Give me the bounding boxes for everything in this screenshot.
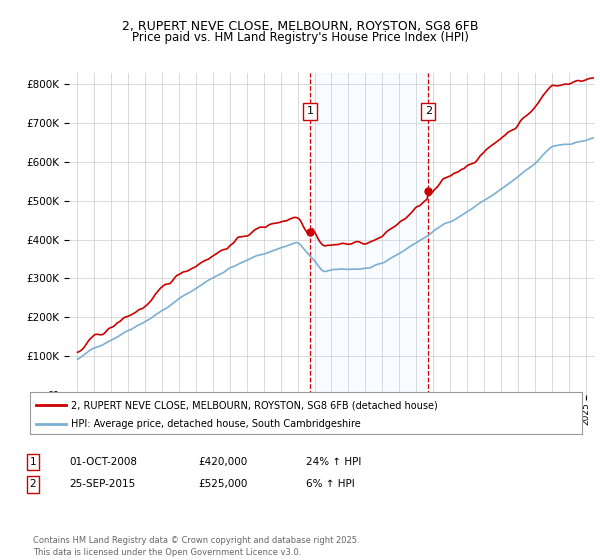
Text: 01-OCT-2008: 01-OCT-2008 (69, 457, 137, 467)
Text: HPI: Average price, detached house, South Cambridgeshire: HPI: Average price, detached house, Sout… (71, 419, 361, 430)
Text: 2, RUPERT NEVE CLOSE, MELBOURN, ROYSTON, SG8 6FB (detached house): 2, RUPERT NEVE CLOSE, MELBOURN, ROYSTON,… (71, 400, 438, 410)
Text: 2, RUPERT NEVE CLOSE, MELBOURN, ROYSTON, SG8 6FB: 2, RUPERT NEVE CLOSE, MELBOURN, ROYSTON,… (122, 20, 478, 32)
Text: £420,000: £420,000 (198, 457, 247, 467)
Text: £525,000: £525,000 (198, 479, 247, 489)
Text: 25-SEP-2015: 25-SEP-2015 (69, 479, 135, 489)
Text: 1: 1 (307, 106, 314, 116)
Text: Price paid vs. HM Land Registry's House Price Index (HPI): Price paid vs. HM Land Registry's House … (131, 31, 469, 44)
Text: 2: 2 (29, 479, 37, 489)
Text: 6% ↑ HPI: 6% ↑ HPI (306, 479, 355, 489)
Bar (310, 73, 428, 395)
Text: 24% ↑ HPI: 24% ↑ HPI (306, 457, 361, 467)
Text: Contains HM Land Registry data © Crown copyright and database right 2025.
This d: Contains HM Land Registry data © Crown c… (33, 536, 359, 557)
Text: 1: 1 (29, 457, 37, 467)
Text: 2: 2 (425, 106, 432, 116)
